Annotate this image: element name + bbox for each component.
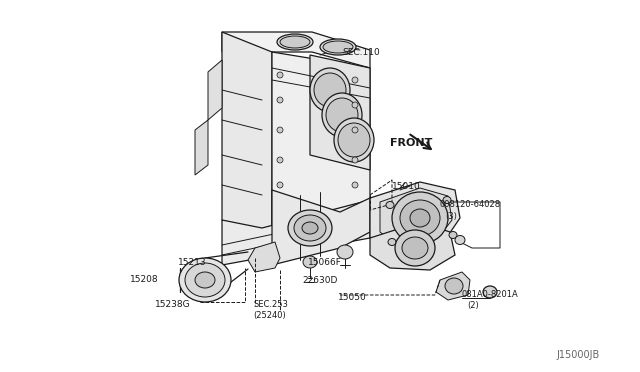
Ellipse shape bbox=[445, 278, 463, 294]
Ellipse shape bbox=[179, 258, 231, 302]
Text: (25240): (25240) bbox=[253, 311, 285, 320]
Ellipse shape bbox=[322, 93, 362, 137]
Ellipse shape bbox=[334, 118, 374, 162]
Ellipse shape bbox=[277, 182, 283, 188]
Ellipse shape bbox=[395, 230, 435, 266]
Ellipse shape bbox=[352, 157, 358, 163]
Ellipse shape bbox=[303, 256, 317, 268]
Text: SEC.253: SEC.253 bbox=[253, 300, 288, 309]
Ellipse shape bbox=[410, 209, 430, 227]
Text: 008120-64028: 008120-64028 bbox=[440, 200, 501, 209]
Polygon shape bbox=[310, 55, 370, 170]
Ellipse shape bbox=[352, 127, 358, 133]
Ellipse shape bbox=[443, 196, 451, 203]
Ellipse shape bbox=[185, 263, 225, 297]
Polygon shape bbox=[370, 222, 455, 270]
Ellipse shape bbox=[483, 286, 497, 298]
Text: 15010: 15010 bbox=[392, 182, 420, 191]
Text: SEC.110: SEC.110 bbox=[342, 48, 380, 57]
Ellipse shape bbox=[337, 245, 353, 259]
Ellipse shape bbox=[280, 36, 310, 48]
Ellipse shape bbox=[310, 68, 350, 112]
Polygon shape bbox=[222, 200, 370, 265]
Ellipse shape bbox=[455, 235, 465, 244]
Text: 15213: 15213 bbox=[178, 258, 207, 267]
Text: J15000JB: J15000JB bbox=[556, 350, 599, 360]
Polygon shape bbox=[208, 60, 222, 120]
Ellipse shape bbox=[323, 41, 353, 53]
Ellipse shape bbox=[277, 157, 283, 163]
Ellipse shape bbox=[288, 210, 332, 246]
Text: 22630D: 22630D bbox=[302, 276, 337, 285]
Ellipse shape bbox=[326, 98, 358, 132]
Text: (2): (2) bbox=[467, 301, 479, 310]
Ellipse shape bbox=[352, 182, 358, 188]
Ellipse shape bbox=[388, 238, 396, 246]
Text: 15208: 15208 bbox=[130, 275, 159, 284]
Ellipse shape bbox=[294, 215, 326, 241]
Polygon shape bbox=[272, 190, 370, 265]
Ellipse shape bbox=[277, 97, 283, 103]
Text: FRONT: FRONT bbox=[390, 138, 433, 148]
Ellipse shape bbox=[314, 73, 346, 107]
Polygon shape bbox=[222, 32, 272, 238]
Polygon shape bbox=[222, 32, 370, 68]
Ellipse shape bbox=[195, 272, 215, 288]
Ellipse shape bbox=[338, 123, 370, 157]
Ellipse shape bbox=[277, 72, 283, 78]
Text: 15066F: 15066F bbox=[308, 258, 342, 267]
Ellipse shape bbox=[302, 222, 318, 234]
Text: 15050: 15050 bbox=[338, 293, 367, 302]
Ellipse shape bbox=[320, 39, 356, 55]
Ellipse shape bbox=[402, 237, 428, 259]
Text: 15238G: 15238G bbox=[155, 300, 191, 309]
Ellipse shape bbox=[352, 77, 358, 83]
Ellipse shape bbox=[449, 231, 457, 238]
Ellipse shape bbox=[277, 127, 283, 133]
Ellipse shape bbox=[400, 200, 440, 236]
Polygon shape bbox=[370, 182, 460, 252]
Ellipse shape bbox=[352, 102, 358, 108]
Ellipse shape bbox=[386, 202, 394, 208]
Text: (3): (3) bbox=[445, 212, 457, 221]
Polygon shape bbox=[436, 272, 470, 300]
Ellipse shape bbox=[392, 192, 448, 244]
Text: 081A0-8201A: 081A0-8201A bbox=[462, 290, 519, 299]
Polygon shape bbox=[380, 188, 452, 248]
Polygon shape bbox=[195, 120, 208, 175]
Ellipse shape bbox=[277, 34, 313, 50]
Polygon shape bbox=[248, 242, 280, 272]
Polygon shape bbox=[272, 52, 370, 228]
